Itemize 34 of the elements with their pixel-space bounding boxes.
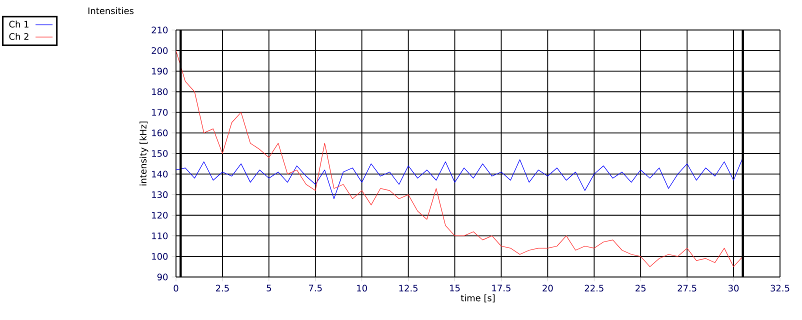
x-tick-label: 22.5 xyxy=(584,284,604,292)
x-tick-label: 15 xyxy=(450,284,460,292)
x-tick-label: 30 xyxy=(728,284,739,292)
y-tick-label: 160 xyxy=(152,130,168,136)
x-tick-label: 2.5 xyxy=(216,284,229,292)
line-series xyxy=(176,157,744,200)
chart-title: Intensities xyxy=(88,7,134,14)
x-tick-label: 7.5 xyxy=(308,284,322,292)
legend-label: Ch 2 xyxy=(9,32,28,40)
y-tick-label: 130 xyxy=(152,191,168,198)
y-tick-label: 100 xyxy=(152,253,168,260)
legend-label: Ch 1 xyxy=(9,20,28,28)
y-tick-label: 90 xyxy=(157,274,168,280)
y-tick-label: 120 xyxy=(152,212,168,219)
x-tick-label: 0 xyxy=(174,284,178,292)
x-tick-label: 10 xyxy=(357,284,367,292)
y-tick-label: 180 xyxy=(152,88,168,96)
y-axis-title: intensity [kHz] xyxy=(140,122,148,186)
x-tick-label: 27.5 xyxy=(678,284,696,292)
x-tick-label: 32.5 xyxy=(770,284,790,292)
y-tick-label: 170 xyxy=(152,108,168,116)
x-tick-label: 20 xyxy=(542,284,553,292)
x-tick-label: 25 xyxy=(636,284,646,292)
x-tick-label: 5 xyxy=(266,284,271,292)
y-tick-label: 140 xyxy=(152,170,168,178)
y-tick-label: 210 xyxy=(152,26,168,34)
x-tick-label: 12.5 xyxy=(399,284,418,292)
y-tick-label: 200 xyxy=(152,47,168,54)
line-series xyxy=(176,50,744,268)
y-tick-label: 150 xyxy=(152,150,168,157)
x-axis-title: time [s] xyxy=(460,294,495,302)
y-tick-label: 110 xyxy=(152,232,168,240)
x-tick-label: 17.5 xyxy=(492,284,510,292)
y-tick-label: 190 xyxy=(152,68,168,75)
